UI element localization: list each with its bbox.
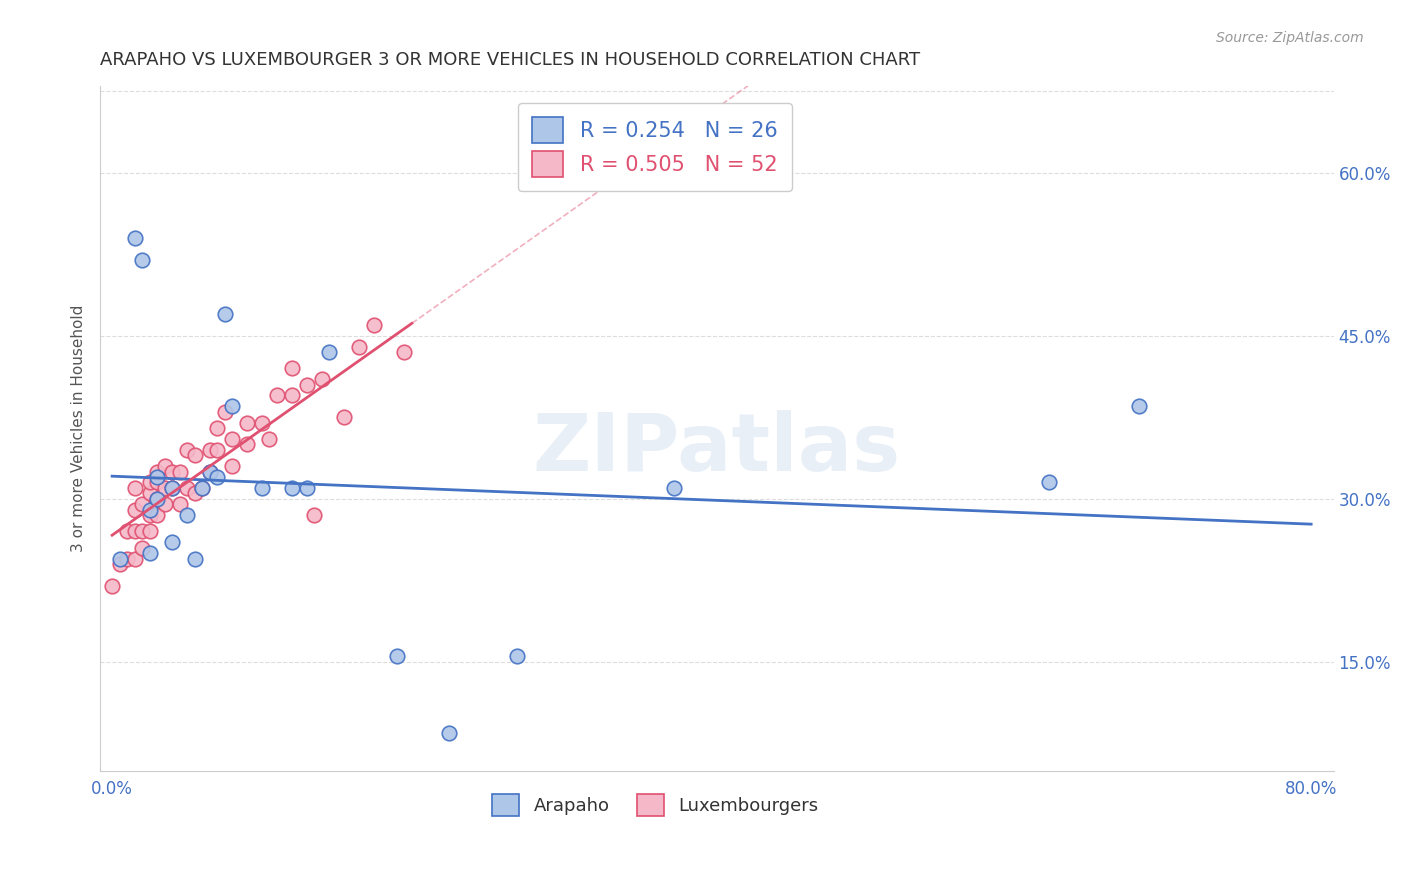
Point xyxy=(1038,475,1060,490)
Point xyxy=(176,442,198,457)
Point xyxy=(176,481,198,495)
Point xyxy=(138,475,160,490)
Point xyxy=(205,421,228,435)
Point xyxy=(124,231,146,245)
Point xyxy=(169,497,191,511)
Point xyxy=(124,551,146,566)
Point xyxy=(131,524,153,539)
Point xyxy=(160,481,183,495)
Point xyxy=(662,481,685,495)
Point xyxy=(236,437,259,451)
Text: ARAPAHO VS LUXEMBOURGER 3 OR MORE VEHICLES IN HOUSEHOLD CORRELATION CHART: ARAPAHO VS LUXEMBOURGER 3 OR MORE VEHICL… xyxy=(100,51,921,69)
Y-axis label: 3 or more Vehicles in Household: 3 or more Vehicles in Household xyxy=(72,304,86,552)
Point xyxy=(131,541,153,555)
Point xyxy=(250,481,273,495)
Point xyxy=(266,388,288,402)
Point xyxy=(138,486,160,500)
Point xyxy=(146,491,169,506)
Point xyxy=(318,345,340,359)
Point xyxy=(115,524,138,539)
Point xyxy=(138,546,160,560)
Point xyxy=(295,377,318,392)
Point xyxy=(311,372,333,386)
Point xyxy=(101,579,124,593)
Point xyxy=(124,524,146,539)
Point xyxy=(236,416,259,430)
Point xyxy=(198,465,221,479)
Point xyxy=(349,339,371,353)
Text: ZIPatlas: ZIPatlas xyxy=(533,409,901,488)
Point xyxy=(333,410,356,425)
Point xyxy=(124,502,146,516)
Point xyxy=(115,551,138,566)
Point xyxy=(281,481,304,495)
Point xyxy=(131,252,153,267)
Point xyxy=(160,481,183,495)
Point xyxy=(138,508,160,522)
Text: Source: ZipAtlas.com: Source: ZipAtlas.com xyxy=(1216,31,1364,45)
Point xyxy=(439,725,461,739)
Point xyxy=(506,649,529,664)
Point xyxy=(146,491,169,506)
Point xyxy=(1128,400,1150,414)
Point xyxy=(304,508,326,522)
Point xyxy=(198,465,221,479)
Point xyxy=(363,318,385,332)
Point xyxy=(153,459,176,474)
Point xyxy=(214,405,236,419)
Point xyxy=(131,497,153,511)
Point xyxy=(183,448,205,462)
Point xyxy=(394,345,416,359)
Point xyxy=(198,442,221,457)
Point xyxy=(221,459,243,474)
Point xyxy=(191,481,214,495)
Point xyxy=(250,416,273,430)
Point xyxy=(221,432,243,446)
Point xyxy=(108,557,131,571)
Legend: Arapaho, Luxembourgers: Arapaho, Luxembourgers xyxy=(485,787,825,823)
Point xyxy=(295,481,318,495)
Point xyxy=(146,470,169,484)
Point xyxy=(138,524,160,539)
Point xyxy=(169,465,191,479)
Point xyxy=(176,508,198,522)
Point xyxy=(124,481,146,495)
Point xyxy=(281,361,304,376)
Point xyxy=(146,465,169,479)
Point xyxy=(385,649,408,664)
Point xyxy=(146,475,169,490)
Point xyxy=(153,481,176,495)
Point xyxy=(259,432,281,446)
Point xyxy=(160,535,183,549)
Point xyxy=(191,481,214,495)
Point xyxy=(153,497,176,511)
Point xyxy=(138,502,160,516)
Point xyxy=(183,486,205,500)
Point xyxy=(214,307,236,321)
Point xyxy=(205,442,228,457)
Point xyxy=(281,388,304,402)
Point xyxy=(183,551,205,566)
Point xyxy=(221,400,243,414)
Point xyxy=(108,551,131,566)
Point xyxy=(160,465,183,479)
Point xyxy=(146,508,169,522)
Point xyxy=(205,470,228,484)
